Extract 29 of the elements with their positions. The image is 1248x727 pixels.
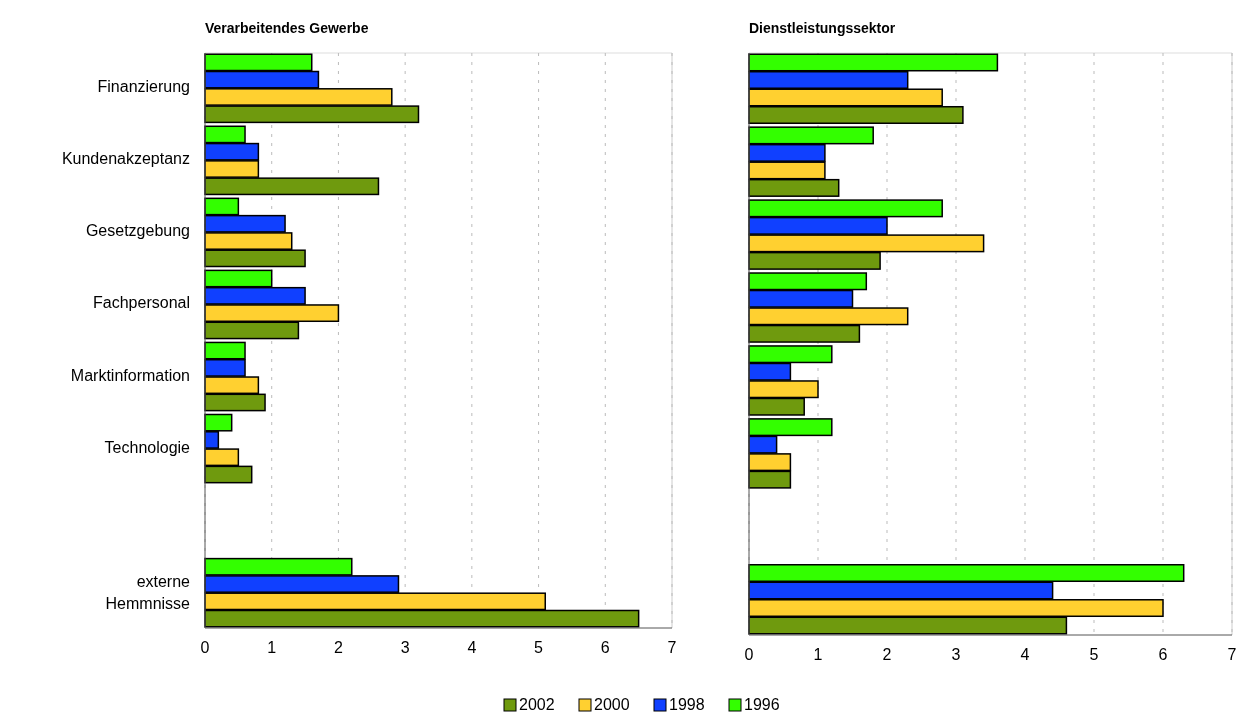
legend-label: 2002 [519, 696, 555, 713]
y-tick-label: Kundenakzeptanz [61, 150, 190, 168]
chart-title: Verarbeitendes Gewerbe [205, 20, 369, 36]
x-tick-label: 6 [600, 639, 610, 656]
x-tick-label: 1 [813, 646, 823, 663]
x-tick-label: 3 [400, 639, 410, 656]
x-tick-label: 6 [1158, 646, 1168, 663]
x-tick-label: 3 [951, 646, 961, 663]
y-tick-label: Finanzierung [97, 78, 190, 96]
y-tick-label: Marktinformation [70, 366, 190, 384]
x-tick-label: 7 [1227, 646, 1237, 663]
chart-title: Dienstleistungssektor [749, 20, 896, 36]
legend-label: 1996 [744, 696, 780, 713]
x-tick-label: 1 [267, 639, 277, 656]
y-tick-label: Fachpersonal [93, 294, 190, 312]
x-tick-label: 5 [1089, 646, 1099, 663]
x-tick-label: 2 [333, 639, 343, 656]
x-tick-label: 2 [882, 646, 892, 663]
y-tick-label: Technologie [104, 438, 191, 456]
x-tick-label: 0 [744, 646, 754, 663]
legend-label: 2000 [594, 696, 630, 713]
x-tick-label: 7 [667, 639, 677, 656]
x-tick-label: 4 [467, 639, 477, 656]
legend-label: 1998 [669, 696, 705, 713]
x-tick-label: 4 [1020, 646, 1030, 663]
x-tick-label: 0 [200, 639, 210, 656]
x-tick-label: 5 [534, 639, 544, 656]
y-tick-label: externe Hemmnisse [105, 572, 191, 612]
y-tick-label: Gesetzgebung [85, 222, 190, 240]
